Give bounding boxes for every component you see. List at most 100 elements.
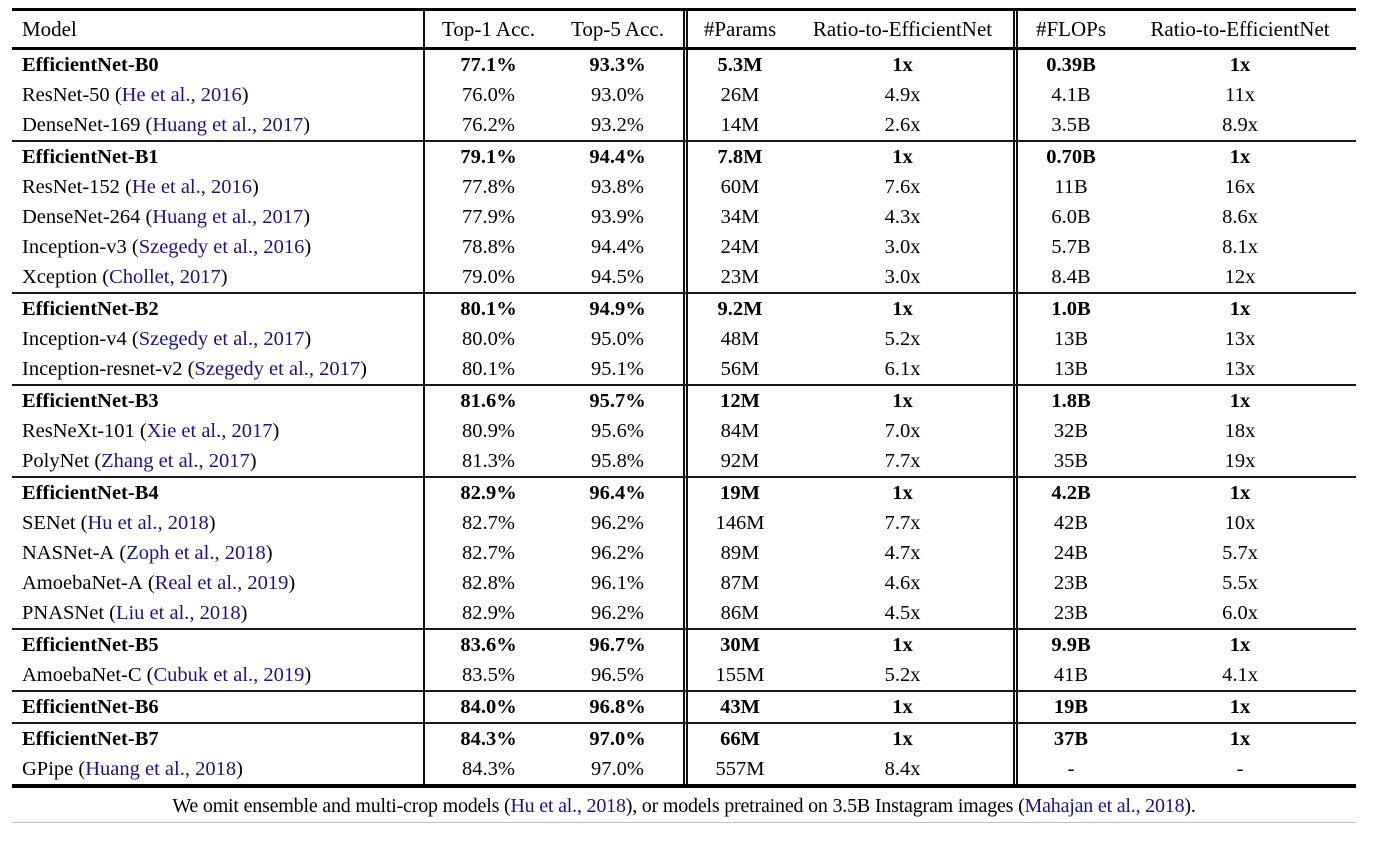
ratio-flops-cell: 1x <box>1229 633 1251 656</box>
model-name: ResNeXt-101 <box>22 419 135 442</box>
top1-acc-cell: 82.8% <box>462 571 515 594</box>
flops-cell: 0.39B <box>1013 50 1124 80</box>
flops-cell: 13B <box>1013 354 1124 384</box>
citation-link[interactable]: Liu et al., 2018 <box>115 601 241 624</box>
model-name: AmoebaNet-C <box>22 663 142 686</box>
top5-acc-cell: 95.8% <box>591 449 644 472</box>
table-row: DenseNet-264 (Huang et al., 2017) 77.9% 93… <box>12 202 1356 232</box>
params-cell: 84M <box>683 416 792 446</box>
citation-link[interactable]: Chollet, 2017 <box>109 265 221 288</box>
top1-acc-cell: 77.9% <box>462 205 515 228</box>
model-name: Inception-resnet-v2 <box>22 357 183 380</box>
flops-cell: 8.4B <box>1013 262 1124 292</box>
table-row: PNASNet (Liu et al., 2018) 82.9% 96.2% 86M 4… <box>12 598 1356 628</box>
top5-acc-cell: 96.2% <box>591 601 644 624</box>
ratio-params-cell: 4.3x <box>884 205 921 228</box>
model-cell: EfficientNet-B2 <box>12 294 425 324</box>
params-cell: 23M <box>683 262 792 292</box>
model-name: EfficientNet-B1 <box>22 145 159 168</box>
col-header-params: #Params <box>683 11 792 47</box>
table-row: ResNet-50 (He et al., 2016) 76.0% 93.0% 26M… <box>12 80 1356 110</box>
top5-acc-cell: 93.9% <box>591 205 644 228</box>
citation-link[interactable]: He et al., 2016 <box>131 175 253 198</box>
ratio-flops-cell: 1x <box>1229 389 1251 412</box>
flops-cell: 35B <box>1013 446 1124 476</box>
citation-link[interactable]: Szegedy et al., 2017 <box>194 357 361 380</box>
table-row: DenseNet-169 (Huang et al., 2017) 76.2% 93… <box>12 110 1356 140</box>
model-name: EfficientNet-B7 <box>22 727 159 750</box>
table-row: Inception-v4 (Szegedy et al., 2017) 80.0%… <box>12 324 1356 354</box>
citation-link[interactable]: He et al., 2016 <box>121 83 242 106</box>
model-cell: EfficientNet-B7 <box>12 724 425 754</box>
ratio-flops-cell: 13x <box>1224 327 1256 350</box>
top1-acc-cell: 78.8% <box>462 235 515 258</box>
table-row: GPipe (Huang et al., 2018) 84.3% 97.0% 557M… <box>12 754 1356 784</box>
ratio-flops-cell: 8.6x <box>1222 205 1258 228</box>
params-cell: 30M <box>683 630 792 660</box>
model-name: PNASNet <box>22 601 105 624</box>
citation-link[interactable]: Szegedy et al., 2016 <box>138 235 305 258</box>
top5-acc-cell: 96.2% <box>591 511 644 534</box>
ratio-flops-cell: 12x <box>1224 265 1256 288</box>
top1-acc-cell: 84.3% <box>460 727 517 750</box>
params-cell: 66M <box>683 724 792 754</box>
top5-acc-cell: 93.2% <box>591 113 644 136</box>
top5-acc-cell: 94.4% <box>589 145 646 168</box>
citation-link[interactable]: Xie et al., 2017 <box>146 419 273 442</box>
model-name: GPipe <box>22 757 74 780</box>
ratio-params-cell: 4.5x <box>884 601 921 624</box>
flops-cell: 13B <box>1013 324 1124 354</box>
model-cell: AmoebaNet-C (Cubuk et al., 2019) <box>12 660 425 690</box>
ratio-params-cell: 1x <box>892 389 913 412</box>
ratio-flops-cell: 8.9x <box>1222 113 1258 136</box>
citation-link[interactable]: Huang et al., 2017 <box>152 113 304 136</box>
params-cell: 7.8M <box>683 142 792 172</box>
citation-link[interactable]: Zoph et al., 2018 <box>126 541 266 564</box>
model-cell: AmoebaNet-A (Real et al., 2019) <box>12 568 425 598</box>
citation-link[interactable]: Huang et al., 2018 <box>85 757 237 780</box>
params-cell: 86M <box>683 598 792 628</box>
top5-acc-cell: 93.0% <box>591 83 644 106</box>
citation-link[interactable]: Cubuk et al., 2019 <box>153 663 305 686</box>
flops-cell: 6.0B <box>1013 202 1124 232</box>
params-cell: 92M <box>683 446 792 476</box>
ratio-flops-cell: 5.5x <box>1222 571 1258 594</box>
citation-link[interactable]: Hu et al., 2018 <box>87 511 209 534</box>
flops-cell: 24B <box>1013 538 1124 568</box>
citation-link[interactable]: Huang et al., 2017 <box>152 205 304 228</box>
table-row: EfficientNet-B2 80.1% 94.9% 9.2M 1x 1.0B 1x <box>12 294 1356 324</box>
ratio-flops-cell: 4.1x <box>1222 663 1258 686</box>
table-row: Inception-resnet-v2 (Szegedy et al., 201… <box>12 354 1356 384</box>
top1-acc-cell: 81.6% <box>460 389 517 412</box>
table-row: AmoebaNet-C (Cubuk et al., 2019) 83.5% 96.… <box>12 660 1356 690</box>
flops-cell: 1.8B <box>1013 386 1124 416</box>
top1-acc-cell: 84.0% <box>460 695 517 718</box>
top1-acc-cell: 83.6% <box>460 633 517 656</box>
top1-acc-cell: 79.0% <box>462 265 515 288</box>
params-cell: 48M <box>683 324 792 354</box>
top5-acc-cell: 95.6% <box>591 419 644 442</box>
top5-acc-cell: 94.5% <box>591 265 644 288</box>
top5-acc-cell: 97.0% <box>589 727 646 750</box>
model-cell: EfficientNet-B0 <box>12 50 425 80</box>
model-name: EfficientNet-B5 <box>22 633 159 656</box>
model-cell: Inception-v3 (Szegedy et al., 2016) <box>12 232 425 262</box>
citation-link[interactable]: Zhang et al., 2017 <box>101 449 250 472</box>
citation-link[interactable]: Real et al., 2019 <box>154 571 289 594</box>
citation-link[interactable]: Szegedy et al., 2017 <box>138 327 305 350</box>
model-group-b6: EfficientNet-B6 84.0% 96.8% 43M 1x 19B 1x <box>12 692 1356 724</box>
citation-link[interactable]: Hu et al., 2018 <box>510 795 626 817</box>
table-body: EfficientNet-B0 77.1% 93.3% 5.3M 1x 0.39B 1x Re… <box>12 50 1356 784</box>
col-header-ratio-flops: Ratio-to-EfficientNet <box>1150 16 1330 41</box>
flops-cell: 9.9B <box>1013 630 1124 660</box>
citation-link[interactable]: Mahajan et al., 2018 <box>1024 795 1185 817</box>
ratio-params-cell: 5.2x <box>884 663 921 686</box>
top1-acc-cell: 83.5% <box>462 663 515 686</box>
model-name: PolyNet <box>22 449 90 472</box>
model-cell: Xception (Chollet, 2017) <box>12 262 425 292</box>
top1-acc-cell: 82.7% <box>462 541 515 564</box>
model-group-b2: EfficientNet-B2 80.1% 94.9% 9.2M 1x 1.0B 1x Inc… <box>12 294 1356 386</box>
table-header-row: Model Top-1 Acc. Top-5 Acc. #Params Rati… <box>12 11 1356 50</box>
model-cell: NASNet-A (Zoph et al., 2018) <box>12 538 425 568</box>
ratio-params-cell: 7.7x <box>884 511 921 534</box>
